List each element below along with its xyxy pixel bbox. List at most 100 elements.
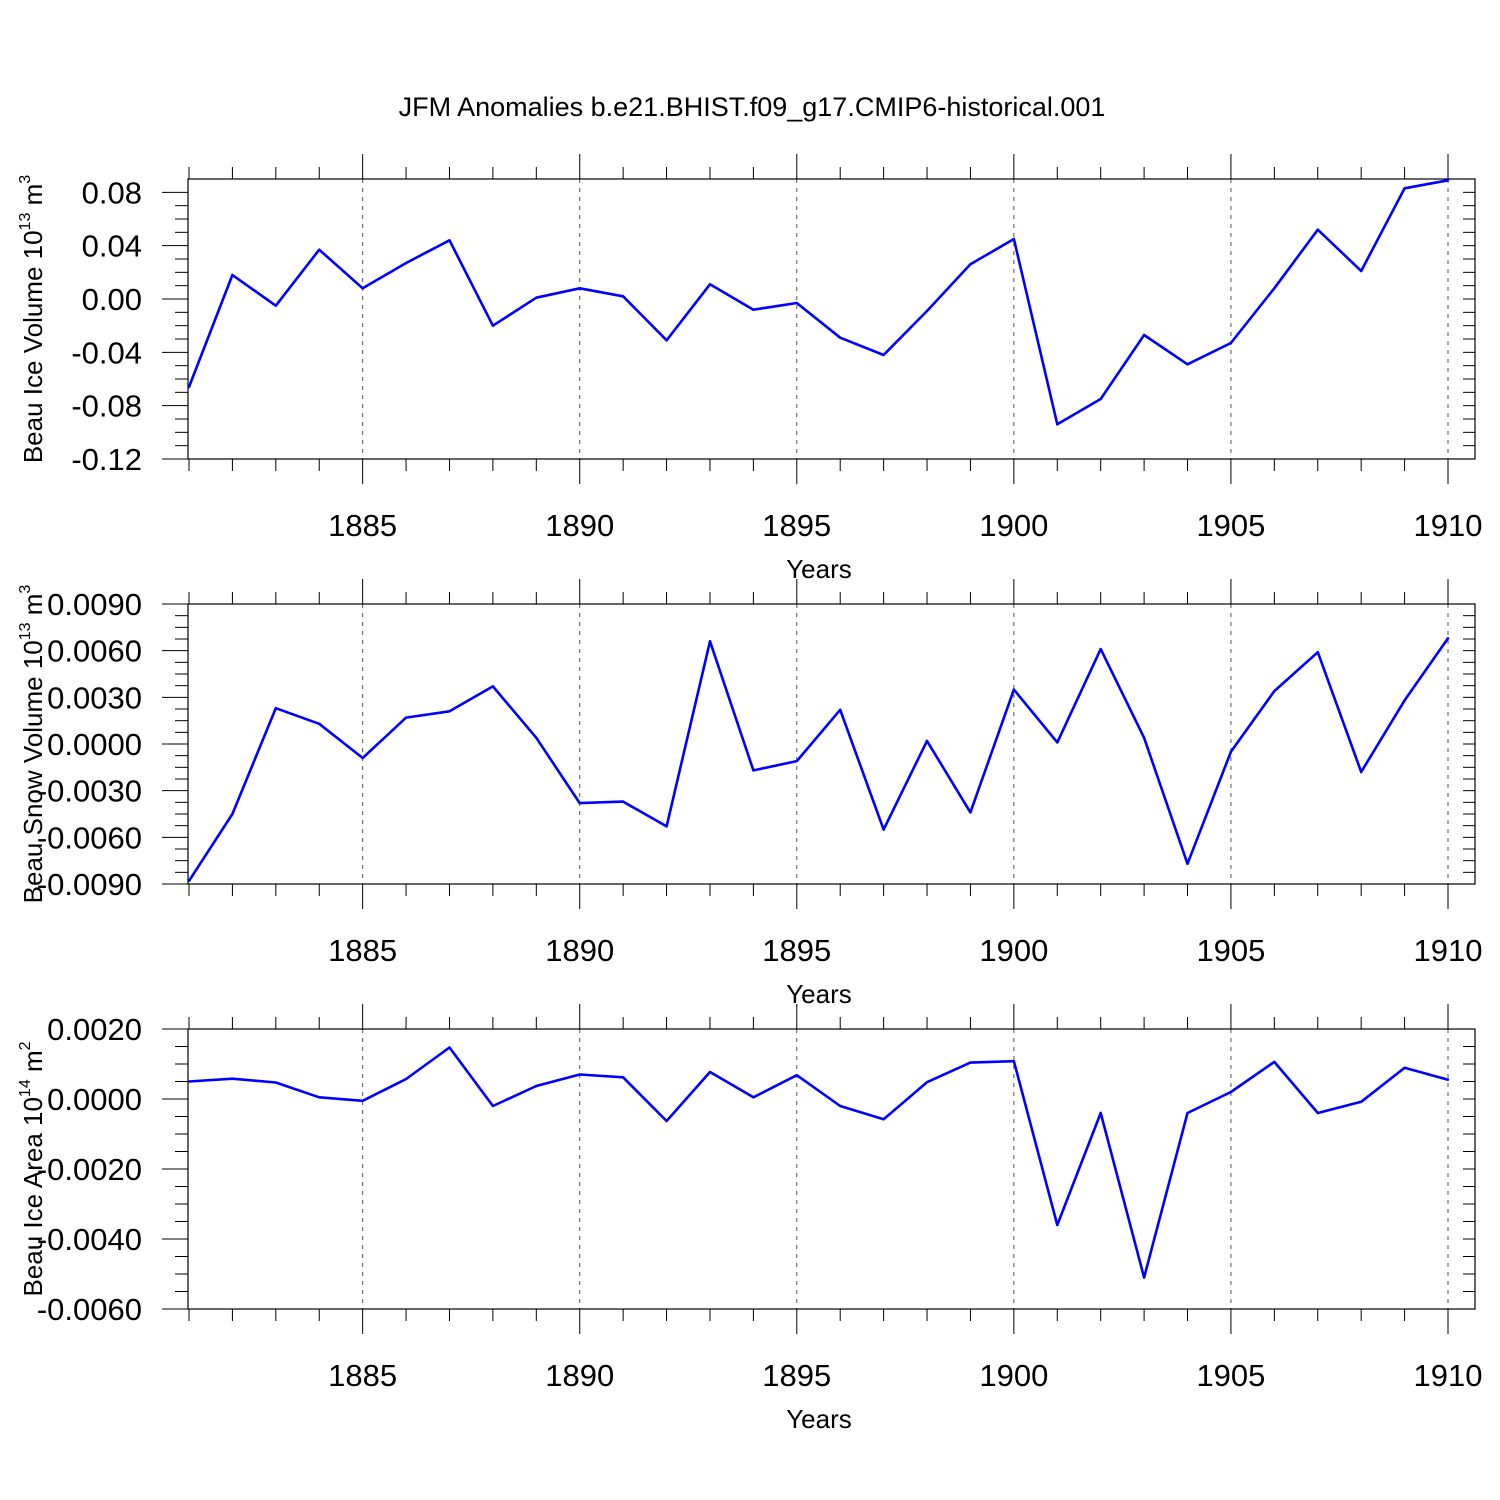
x-tick-label: 1885	[328, 508, 397, 543]
y-axis-label-exponent: 13	[17, 622, 34, 640]
data-point	[925, 309, 929, 313]
data-point	[839, 336, 842, 339]
data-point	[665, 339, 668, 342]
data-point	[1403, 1066, 1406, 1070]
figure-title: JFM Anomalies b.e21.BHIST.f09_g17.CMIP6-…	[399, 92, 1106, 122]
y-tick-label: 0.0060	[47, 634, 142, 669]
x-tick-label: 1890	[545, 933, 614, 968]
x-tick-label: 1900	[979, 933, 1048, 968]
data-point	[1446, 179, 1450, 182]
data-point	[231, 1077, 234, 1080]
y-axis-label-text: Beau Ice Volume 10	[18, 230, 48, 463]
data-point	[752, 769, 755, 772]
y-tick-label: -0.0090	[37, 867, 142, 902]
y-tick-label: -0.08	[71, 389, 142, 424]
data-point	[621, 800, 625, 803]
data-point	[1229, 1090, 1233, 1094]
data-point	[1359, 770, 1363, 774]
data-point	[621, 1076, 625, 1079]
x-tick-label: 1890	[545, 508, 614, 543]
data-point	[361, 1099, 364, 1102]
data-point	[361, 756, 364, 760]
series-line	[187, 179, 1449, 426]
data-point	[274, 1081, 278, 1084]
data-point	[448, 1046, 451, 1049]
plot-frame	[187, 603, 1476, 885]
data-point	[1142, 1276, 1146, 1279]
data-point	[708, 283, 712, 286]
data-point	[1142, 736, 1146, 739]
data-point	[925, 1081, 929, 1084]
data-point	[969, 1061, 972, 1064]
y-tick-label: -0.0020	[37, 1152, 142, 1187]
data-point	[1446, 637, 1450, 640]
y-tick-label: 0.0000	[47, 1082, 142, 1117]
plot-frame	[187, 178, 1476, 460]
data-point	[1099, 647, 1102, 651]
data-point	[882, 353, 885, 357]
data-point	[1316, 228, 1319, 231]
data-point	[1446, 1078, 1450, 1081]
y-tick-label: -0.0060	[37, 820, 142, 855]
data-point	[491, 324, 495, 327]
y-axis-label-unit: m	[18, 594, 48, 623]
x-axis-label: Years	[786, 979, 852, 1009]
data-point	[187, 385, 191, 389]
x-tick-label: 1910	[1414, 508, 1483, 543]
y-axis-label-exponent: 13	[17, 213, 34, 231]
data-point	[318, 248, 321, 251]
data-point	[708, 1070, 712, 1074]
data-point	[274, 304, 278, 307]
series-line	[188, 1046, 1449, 1279]
x-tick-label: 1900	[979, 1358, 1048, 1393]
data-point	[491, 1104, 495, 1108]
panel-2: -0.0090 -0.0060 -0.0030 0.0000 0.0030 0.0060 0…	[17, 579, 1482, 1009]
y-axis-label: Beau Ice Volume 1013 m3	[17, 175, 48, 463]
x-axis-label: Years	[786, 1404, 852, 1434]
data-point	[1012, 1060, 1016, 1063]
data-point	[1229, 341, 1233, 345]
x-tick-label: 1905	[1196, 933, 1265, 968]
data-point	[1056, 1223, 1059, 1227]
y-tick-label: 0.00	[82, 282, 142, 317]
y-axis-label-unit-exponent: 3	[17, 175, 34, 184]
data-point	[795, 759, 798, 763]
x-tick-label: 1890	[545, 1358, 614, 1393]
y-axis-label: Beau Ice Area 1014 m2	[17, 1041, 48, 1296]
panel-1: -0.12 -0.08 -0.04 0.00 0.04 0.08 1885 1890 1895 1…	[17, 154, 1482, 584]
data-point	[882, 828, 885, 831]
y-tick-label: 0.0020	[47, 1012, 142, 1047]
data-point	[621, 295, 625, 298]
data-point	[925, 739, 929, 743]
data-point	[448, 239, 451, 242]
data-point	[1273, 287, 1276, 290]
x-tick-label: 1905	[1196, 508, 1265, 543]
x-tick-label: 1885	[328, 933, 397, 968]
y-tick-label: -0.12	[71, 442, 142, 477]
data-point	[231, 812, 234, 816]
data-point	[1229, 750, 1233, 753]
data-point	[969, 263, 972, 266]
x-axis-label: Years	[786, 554, 852, 584]
data-point	[752, 1096, 755, 1099]
data-point	[1186, 363, 1189, 366]
data-point	[1359, 1100, 1363, 1104]
data-point	[535, 296, 538, 299]
data-point	[1316, 1111, 1319, 1115]
y-axis-label-text: Beau Snow Volume 10	[18, 640, 48, 903]
data-point	[882, 1118, 885, 1121]
data-point	[1316, 651, 1319, 654]
data-point	[665, 825, 668, 828]
x-tick-label: 1895	[762, 933, 831, 968]
x-tick-label: 1905	[1196, 1358, 1265, 1393]
data-point	[1012, 688, 1016, 691]
data-point	[665, 1119, 668, 1123]
data-point	[1099, 1111, 1102, 1115]
data-point	[795, 1074, 798, 1077]
y-tick-label: -0.0030	[37, 774, 142, 809]
data-point	[1142, 333, 1146, 337]
data-point	[187, 879, 191, 883]
y-axis-label-text: Beau Ice Area 10	[18, 1097, 48, 1296]
data-point	[1056, 741, 1059, 744]
x-tick-label: 1910	[1414, 933, 1483, 968]
